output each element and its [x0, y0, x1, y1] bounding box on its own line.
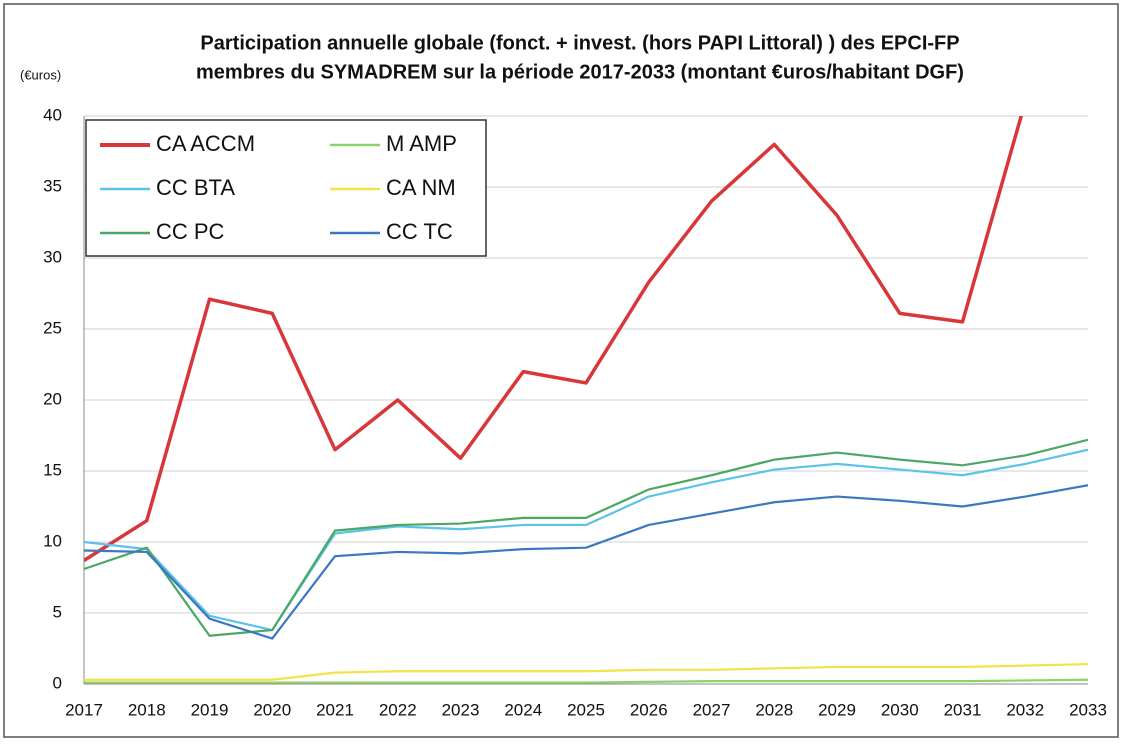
x-tick-label: 2022	[379, 700, 417, 719]
x-tick-label: 2030	[881, 700, 919, 719]
x-tick-label: 2033	[1069, 700, 1107, 719]
x-tick-label: 2028	[755, 700, 793, 719]
x-tick-label: 2031	[944, 700, 982, 719]
y-tick-label: 35	[43, 176, 62, 195]
x-tick-label: 2023	[442, 700, 480, 719]
series-line	[84, 663, 1088, 681]
y-tick-label: 40	[43, 105, 62, 124]
legend-label: M AMP	[386, 131, 457, 156]
chart-title: Participation annuelle globale (fonct. +…	[200, 32, 959, 54]
legend-label: CA ACCM	[156, 131, 255, 156]
plot-area	[84, 116, 1088, 684]
y-tick-label: 15	[43, 460, 62, 479]
x-tick-label: 2025	[567, 700, 605, 719]
series-line	[84, 448, 1088, 632]
series-line	[84, 678, 1088, 684]
y-tick-label: 5	[53, 602, 62, 621]
x-tick-label: 2027	[693, 700, 731, 719]
x-tick-label: 2026	[630, 700, 668, 719]
x-tick-label: 2019	[191, 700, 229, 719]
x-tick-label: 2020	[253, 700, 291, 719]
y-tick-label: 0	[53, 673, 62, 692]
y-tick-label: 10	[43, 531, 62, 550]
legend-box	[85, 119, 487, 257]
legend-label: CA NM	[386, 175, 456, 200]
x-tick-label: 2032	[1006, 700, 1044, 719]
x-tick-label: 2017	[65, 700, 103, 719]
x-tick-label: 2029	[818, 700, 856, 719]
y-tick-label: 30	[43, 247, 62, 266]
x-tick-label: 2018	[128, 700, 166, 719]
chart-border	[3, 3, 1119, 738]
legend-label: CC BTA	[156, 175, 235, 200]
series-line	[84, 484, 1088, 640]
legend-label: CC TC	[386, 219, 453, 244]
y-axis-label: (€uros)	[20, 67, 61, 82]
y-tick-label: 20	[43, 389, 62, 408]
x-tick-label: 2021	[316, 700, 354, 719]
legend-label: CC PC	[156, 219, 225, 244]
chart-title: membres du SYMADREM sur la période 2017-…	[196, 61, 964, 83]
series-line	[84, 116, 1024, 562]
y-tick-label: 25	[43, 318, 62, 337]
x-tick-label: 2024	[504, 700, 542, 719]
